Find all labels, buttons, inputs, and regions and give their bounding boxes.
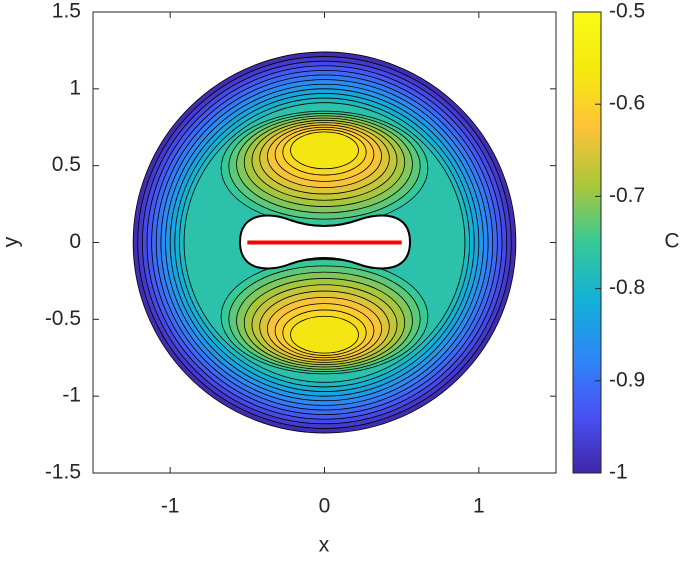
y-tick-label: -1.5 <box>45 461 81 484</box>
colorbar <box>572 11 602 474</box>
y-tick-label: 0 <box>69 230 81 253</box>
y-tick-label: -1 <box>62 384 81 407</box>
colorbar-tick-label: -0.9 <box>609 368 645 391</box>
y-tick-label: -0.5 <box>45 307 81 330</box>
x-tick-label: -1 <box>161 495 180 518</box>
colorbar-tick-label: -0.8 <box>609 276 645 299</box>
contour-level <box>290 131 359 170</box>
y-tick-label: 1 <box>69 76 81 99</box>
colorbar-label: C <box>664 230 679 253</box>
y-tick-label: 0.5 <box>52 153 81 176</box>
colorbar-tick-label: -0.5 <box>609 0 645 23</box>
colorbar-tick-label: -0.6 <box>609 92 645 115</box>
y-tick-label: 1.5 <box>52 0 81 23</box>
x-tick-label: 1 <box>473 495 485 518</box>
colorbar-tick-label: -0.7 <box>609 184 645 207</box>
x-tick-label: 0 <box>319 495 331 518</box>
y-axis-label: y <box>0 236 23 247</box>
contour-level <box>290 315 359 354</box>
x-axis-label: x <box>319 534 330 557</box>
colorbar-tick-label: -1 <box>609 461 628 484</box>
